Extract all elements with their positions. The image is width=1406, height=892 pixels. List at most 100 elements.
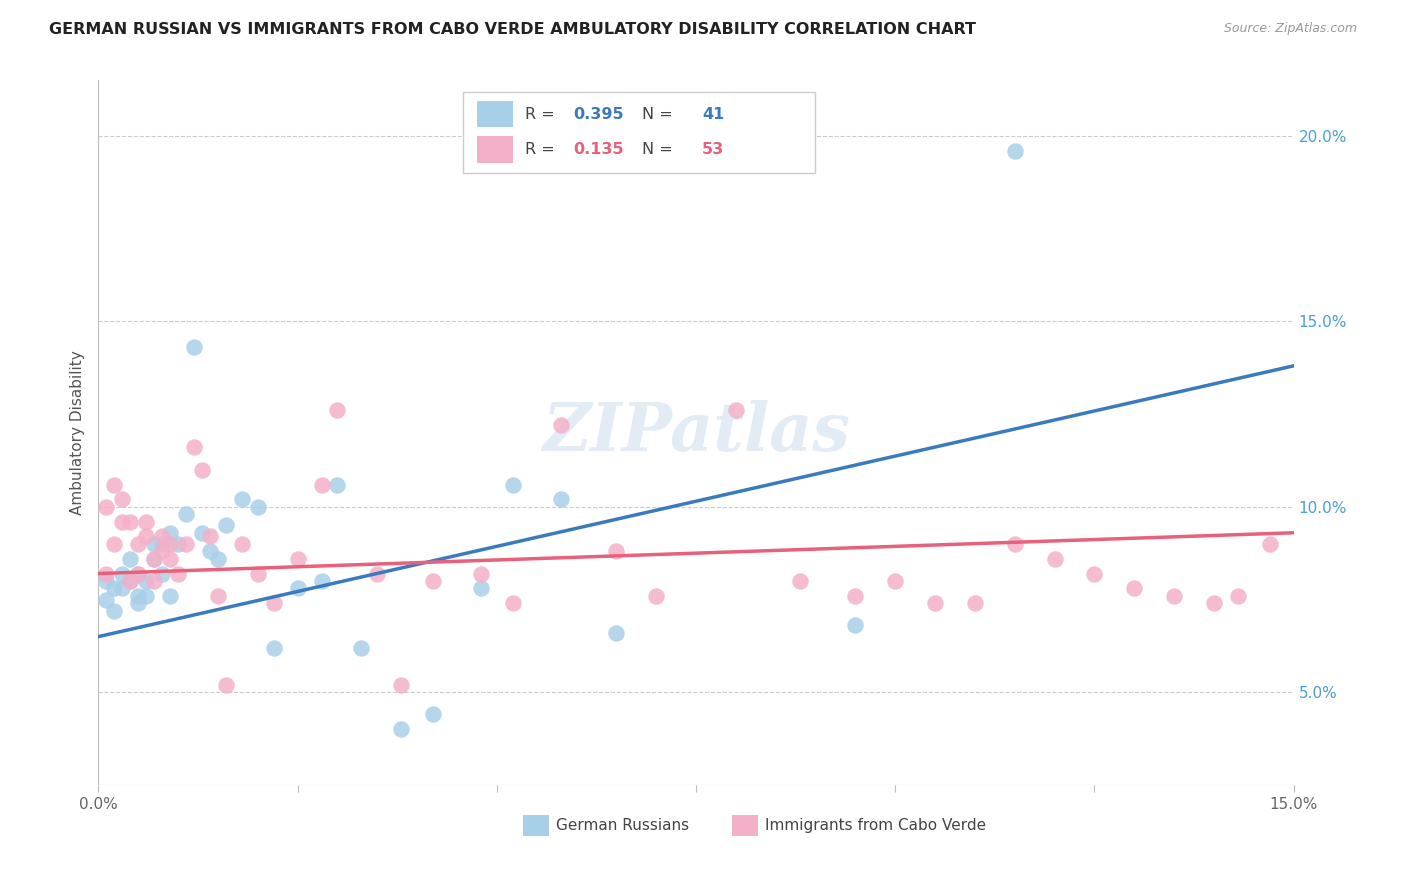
- Point: [389, 678, 412, 692]
- Y-axis label: Ambulatory Disability: Ambulatory Disability: [69, 351, 84, 515]
- Point: [183, 340, 205, 354]
- Point: [215, 518, 238, 533]
- Point: [150, 529, 173, 543]
- Point: [150, 544, 173, 558]
- Point: [366, 566, 388, 581]
- Text: 41: 41: [702, 107, 724, 121]
- Point: [159, 525, 181, 540]
- Point: [215, 678, 238, 692]
- Point: [96, 574, 118, 588]
- FancyBboxPatch shape: [463, 92, 815, 173]
- Text: 0.135: 0.135: [572, 142, 623, 157]
- Point: [111, 566, 134, 581]
- Point: [263, 640, 285, 655]
- Point: [183, 441, 205, 455]
- Point: [287, 582, 309, 596]
- Point: [150, 537, 173, 551]
- Point: [1258, 537, 1281, 551]
- Point: [111, 515, 134, 529]
- Point: [724, 403, 747, 417]
- Point: [844, 589, 866, 603]
- Text: Immigrants from Cabo Verde: Immigrants from Cabo Verde: [765, 818, 987, 832]
- Point: [120, 515, 142, 529]
- Point: [1004, 537, 1026, 551]
- Point: [311, 477, 333, 491]
- Point: [103, 477, 125, 491]
- Point: [159, 589, 181, 603]
- Point: [502, 596, 524, 610]
- Point: [96, 592, 118, 607]
- Point: [326, 477, 349, 491]
- Point: [350, 640, 373, 655]
- Point: [1083, 566, 1105, 581]
- Point: [924, 596, 946, 610]
- Point: [135, 589, 157, 603]
- Point: [127, 566, 149, 581]
- Point: [422, 707, 444, 722]
- Point: [422, 574, 444, 588]
- Point: [231, 537, 253, 551]
- Text: 0.395: 0.395: [572, 107, 623, 121]
- Point: [311, 574, 333, 588]
- Text: Source: ZipAtlas.com: Source: ZipAtlas.com: [1223, 22, 1357, 36]
- FancyBboxPatch shape: [733, 814, 758, 836]
- Point: [207, 551, 229, 566]
- Point: [103, 582, 125, 596]
- Text: R =: R =: [524, 142, 560, 157]
- Point: [605, 626, 627, 640]
- Point: [143, 537, 166, 551]
- Point: [120, 551, 142, 566]
- Point: [103, 604, 125, 618]
- Point: [963, 596, 986, 610]
- Point: [127, 589, 149, 603]
- Point: [605, 544, 627, 558]
- Point: [150, 566, 173, 581]
- FancyBboxPatch shape: [523, 814, 548, 836]
- FancyBboxPatch shape: [477, 136, 513, 162]
- Point: [246, 500, 269, 514]
- Point: [167, 566, 190, 581]
- Point: [120, 574, 142, 588]
- Point: [1123, 582, 1146, 596]
- Point: [127, 596, 149, 610]
- Text: ZIPatlas: ZIPatlas: [543, 401, 849, 465]
- Text: N =: N =: [643, 107, 678, 121]
- Point: [1163, 589, 1185, 603]
- Text: 53: 53: [702, 142, 724, 157]
- Point: [550, 418, 572, 433]
- Point: [470, 582, 492, 596]
- Point: [167, 537, 190, 551]
- Point: [884, 574, 907, 588]
- Point: [1043, 551, 1066, 566]
- Point: [287, 551, 309, 566]
- Point: [198, 544, 221, 558]
- Point: [844, 618, 866, 632]
- Point: [470, 566, 492, 581]
- Point: [174, 507, 197, 521]
- Text: N =: N =: [643, 142, 678, 157]
- Point: [127, 537, 149, 551]
- FancyBboxPatch shape: [477, 101, 513, 128]
- Text: GERMAN RUSSIAN VS IMMIGRANTS FROM CABO VERDE AMBULATORY DISABILITY CORRELATION C: GERMAN RUSSIAN VS IMMIGRANTS FROM CABO V…: [49, 22, 976, 37]
- Point: [207, 589, 229, 603]
- Point: [135, 529, 157, 543]
- Point: [159, 537, 181, 551]
- Point: [159, 551, 181, 566]
- Point: [198, 529, 221, 543]
- Point: [143, 551, 166, 566]
- Point: [645, 589, 668, 603]
- Point: [326, 403, 349, 417]
- Point: [246, 566, 269, 581]
- Point: [191, 525, 214, 540]
- Point: [135, 574, 157, 588]
- Point: [191, 463, 214, 477]
- Point: [1202, 596, 1225, 610]
- Point: [135, 515, 157, 529]
- Point: [103, 537, 125, 551]
- Point: [111, 582, 134, 596]
- Point: [96, 500, 118, 514]
- Point: [1004, 144, 1026, 158]
- Text: German Russians: German Russians: [557, 818, 689, 832]
- Point: [389, 723, 412, 737]
- Point: [111, 492, 134, 507]
